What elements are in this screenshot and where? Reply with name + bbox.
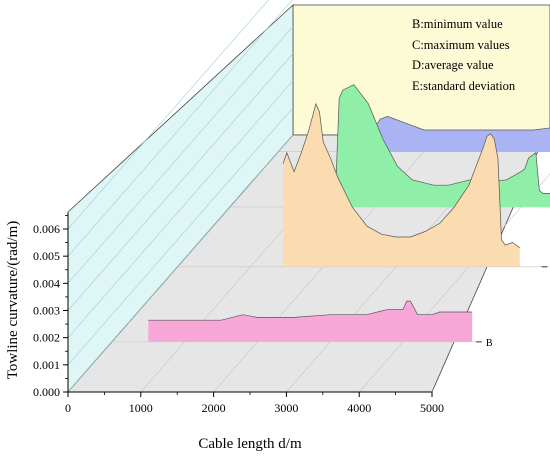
series-b: B — [148, 300, 493, 349]
y-tick-label: 0.003 — [33, 304, 60, 318]
side-grid-line — [67, 80, 294, 338]
y-tick-label: 0.005 — [33, 249, 60, 263]
legend: B:minimum value C:maximum values D:avera… — [412, 17, 516, 93]
x-tick-label: 2000 — [202, 401, 226, 415]
side-grid-line — [67, 134, 294, 393]
x-tick-label: 5000 — [420, 401, 444, 415]
side-grid-line — [67, 0, 293, 257]
series-line-e — [372, 116, 550, 131]
side-grid-line — [67, 107, 294, 366]
legend-entry-b: B:minimum value — [412, 17, 503, 31]
y-tick-label: 0.004 — [33, 276, 60, 290]
series-line-c — [282, 102, 520, 249]
series-line-b — [148, 300, 473, 321]
x-axis-title: Cable length d/m — [198, 436, 302, 452]
y-tick-label: 0.002 — [33, 331, 60, 345]
legend-entry-e: E:standard deviation — [412, 79, 516, 93]
series-e: E — [372, 116, 550, 152]
legend-entry-d: D:average value — [412, 58, 494, 72]
axes-layer: 0 1000 2000 3000 4000 5000 0.000 0.001 0.002 0.00… — [33, 212, 444, 415]
y-tick-label: 0.006 — [33, 222, 60, 236]
y-axis-title: Towline curvature/(rad/m) — [5, 221, 21, 379]
series-c: C — [282, 102, 548, 268]
series-d: D — [335, 84, 550, 207]
series-layer: EDC B — [148, 84, 550, 349]
x-tick-label: 1000 — [129, 401, 153, 415]
side-grid-line — [67, 26, 294, 284]
y-tick-label: 0.000 — [33, 385, 60, 399]
x-tick-label: 4000 — [347, 401, 371, 415]
series-label-b: B — [486, 338, 493, 349]
series-area-e — [373, 116, 550, 152]
series-area-d — [335, 84, 550, 207]
series-line-d — [335, 84, 550, 194]
series-area-b — [148, 301, 473, 342]
side-grid-line — [67, 53, 294, 311]
series-area-c — [283, 103, 520, 267]
side-wall-grid — [67, 0, 294, 393]
side-grid-line — [67, 0, 269, 230]
x-tick-label: 0 — [65, 401, 71, 415]
legend-entry-c: C:maximum values — [412, 38, 510, 52]
x-tick-label: 3000 — [274, 401, 298, 415]
y-tick-label: 0.001 — [33, 358, 60, 372]
